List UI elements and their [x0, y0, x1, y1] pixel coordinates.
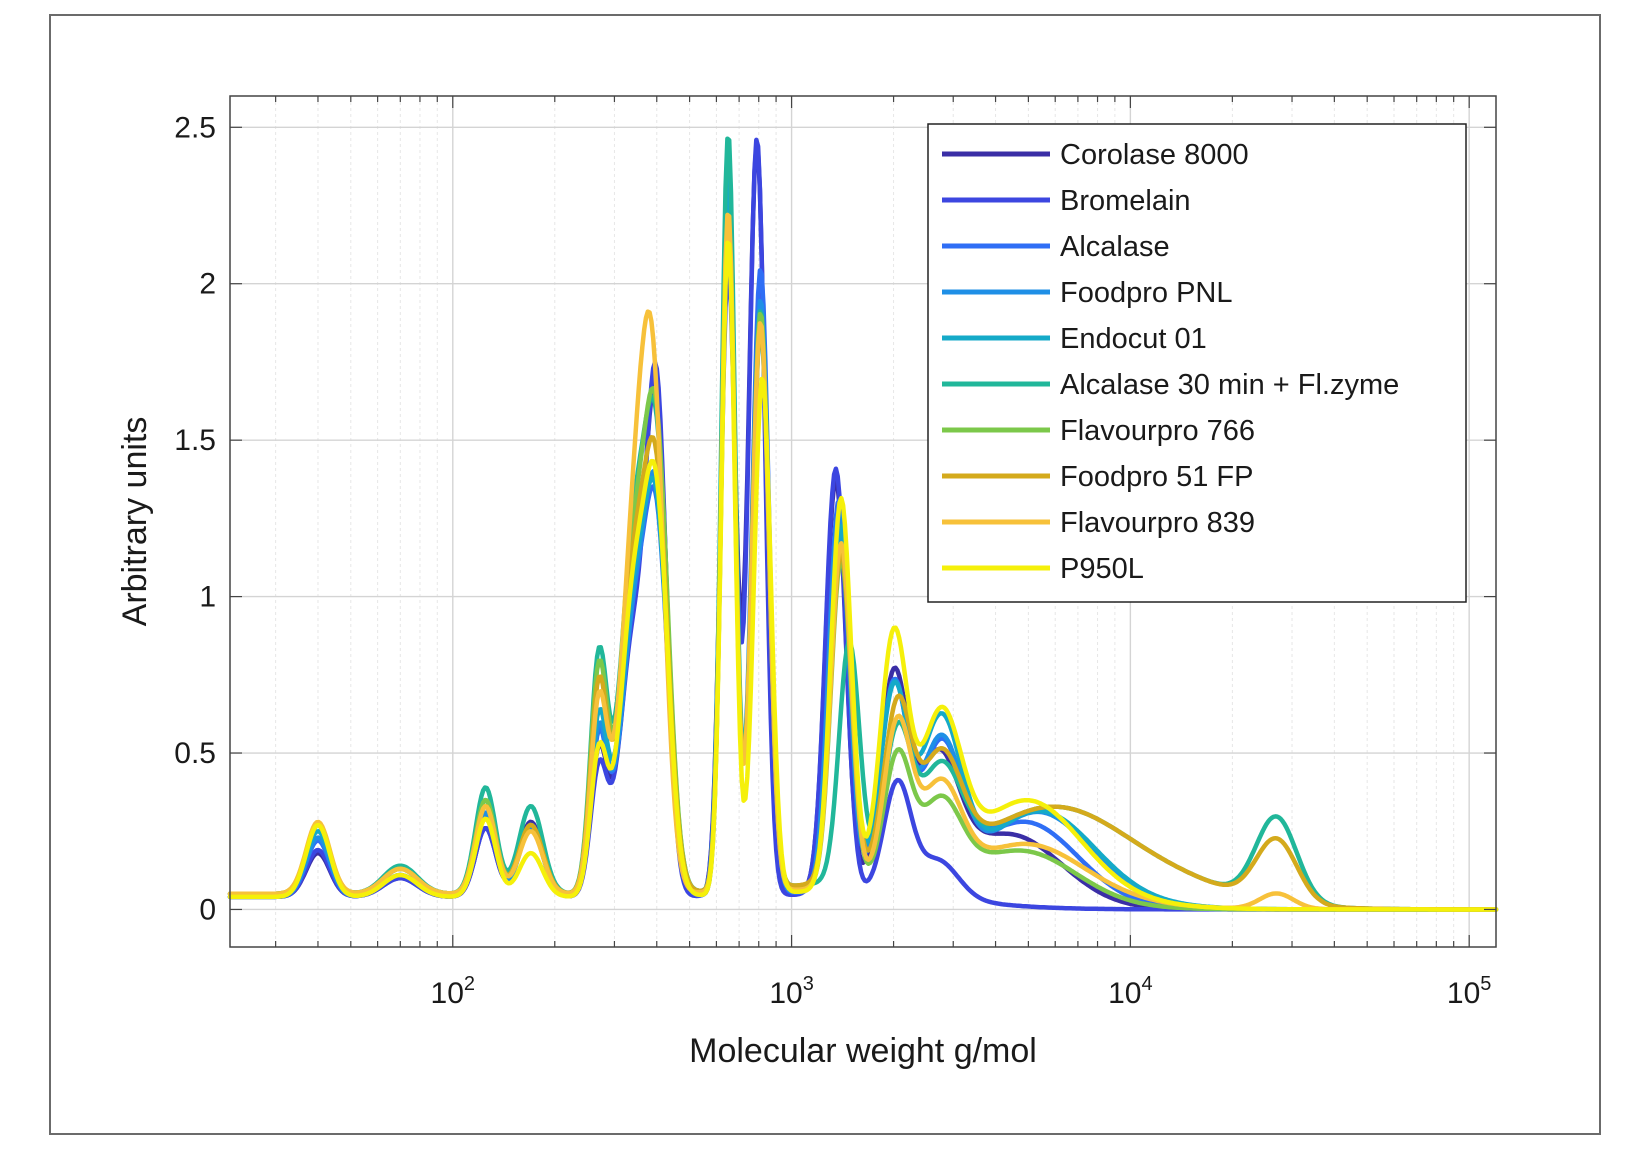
- legend: Corolase 8000 Bromelain Alcalase Foodpro PN…: [927, 123, 1467, 603]
- x-axis-label: Molecular weight g/mol: [689, 1032, 1037, 1070]
- x-tick-base: 10: [431, 977, 464, 1010]
- x-tick-label: 102: [431, 973, 476, 1010]
- x-tick-exponent: 3: [803, 973, 814, 995]
- x-tick-label: 104: [1108, 973, 1153, 1010]
- y-tick-label: 0: [199, 893, 216, 926]
- series-line: [227, 212, 1499, 912]
- x-tick-base: 10: [1108, 977, 1141, 1010]
- legend-entry: Endocut 01: [1060, 323, 1207, 355]
- legend-entry: Flavourpro 839: [1060, 507, 1255, 539]
- x-tick-label: 105: [1447, 973, 1492, 1010]
- y-tick-label: 2.5: [174, 111, 216, 144]
- series-layer: [227, 136, 1499, 912]
- x-tick-base: 10: [769, 977, 802, 1010]
- y-tick-label: 2: [199, 268, 216, 301]
- plot-area-border: [229, 95, 1497, 948]
- legend-entry: Bromelain: [1060, 185, 1191, 217]
- y-tick-label: 1: [199, 581, 216, 614]
- x-tick-exponent: 2: [464, 973, 475, 995]
- legend-entry: Foodpro 51 FP: [1060, 461, 1253, 493]
- legend-entry: Alcalase: [1060, 231, 1170, 263]
- series-line: [227, 240, 1499, 912]
- legend-entry: Alcalase 30 min + Fl.zyme: [1060, 369, 1399, 401]
- x-tick-exponent: 4: [1142, 973, 1153, 995]
- x-tick-exponent: 5: [1480, 973, 1491, 995]
- x-tick-label: 103: [769, 973, 814, 1010]
- legend-entry: P950L: [1060, 553, 1144, 585]
- x-tick-base: 10: [1447, 977, 1480, 1010]
- legend-entry: Corolase 8000: [1060, 139, 1249, 171]
- legend-entry: Flavourpro 766: [1060, 415, 1255, 447]
- legend-entry: Foodpro PNL: [1060, 277, 1233, 309]
- y-tick-label: 0.5: [174, 737, 216, 770]
- y-axis-label: Arbitrary units: [116, 417, 154, 627]
- y-tick-label: 1.5: [174, 424, 216, 457]
